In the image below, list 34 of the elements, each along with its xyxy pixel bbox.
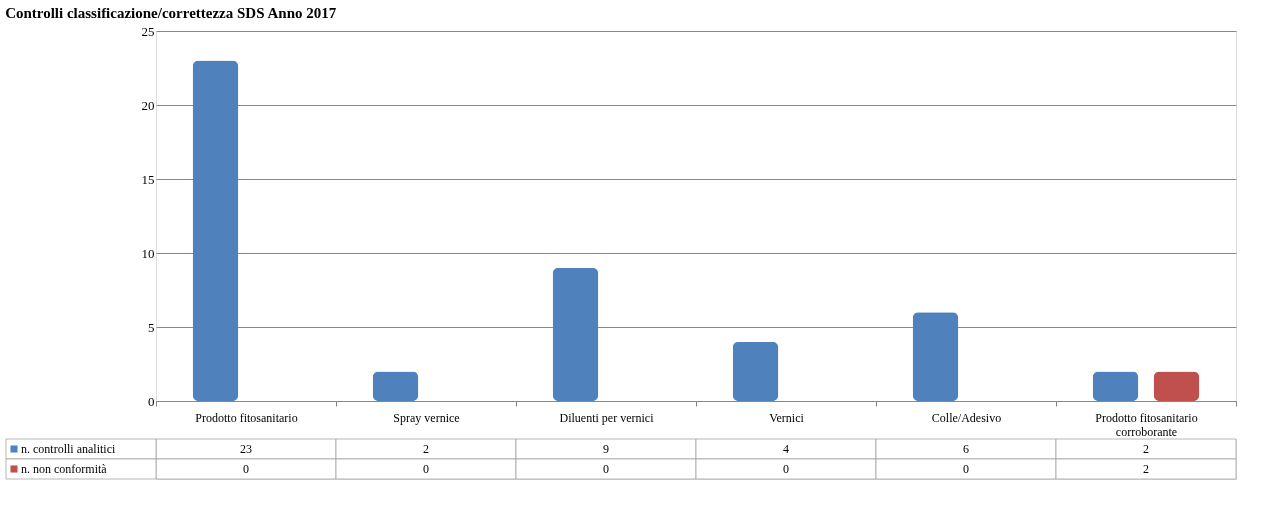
data-label: 9 xyxy=(603,442,609,456)
x-tick-label: Diluenti per vernici xyxy=(559,410,655,425)
data-label: 0 xyxy=(243,462,249,476)
bar xyxy=(1153,371,1200,401)
y-tick-label: 15 xyxy=(141,171,155,187)
bar xyxy=(912,312,959,401)
x-tick-label: Prodotto fitosanitario xyxy=(195,410,298,425)
x-tick-label: Colle/Adesivo xyxy=(931,410,1002,425)
data-label: 0 xyxy=(783,462,789,476)
legend-label: n. non conformità xyxy=(21,462,108,476)
y-tick-label: 5 xyxy=(148,319,155,335)
bar xyxy=(192,60,239,401)
data-label: 2 xyxy=(423,442,429,456)
chart-title: Controlli classificazione/correttezza SDS Anno 2017 xyxy=(5,4,337,21)
data-label: 2 xyxy=(1143,442,1149,456)
x-tick-label: Prodotto fitosanitario corroborante xyxy=(1095,410,1198,439)
data-label: 4 xyxy=(783,442,789,456)
x-tick-label: Spray vernice xyxy=(393,410,460,425)
y-tick-label: 10 xyxy=(141,245,155,261)
data-label: 0 xyxy=(963,462,969,476)
legend-label: n. controlli analitici xyxy=(21,442,116,456)
y-tick-label: 25 xyxy=(141,23,155,39)
data-label: 2 xyxy=(1143,462,1149,476)
bar xyxy=(732,341,779,401)
bar xyxy=(552,267,599,401)
data-label: 0 xyxy=(603,462,609,476)
y-tick-label: 20 xyxy=(141,97,155,113)
y-tick-label: 0 xyxy=(148,393,155,409)
bar xyxy=(372,371,419,401)
data-label: 0 xyxy=(423,462,429,476)
data-label: 6 xyxy=(963,442,969,456)
bar xyxy=(1092,371,1139,401)
data-label: 23 xyxy=(240,442,252,456)
x-tick-label: Vernici xyxy=(769,410,805,425)
